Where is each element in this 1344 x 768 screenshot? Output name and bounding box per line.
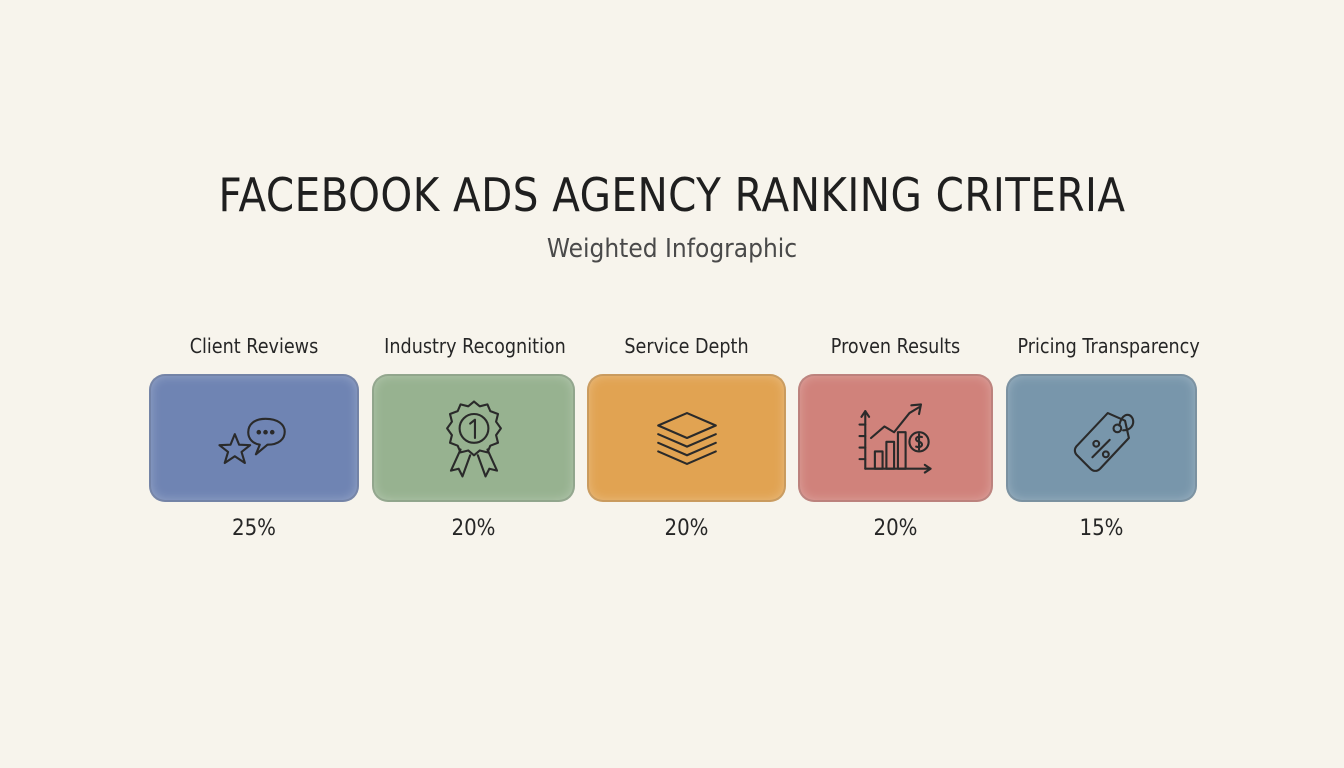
criterion-weight: 20% — [451, 516, 496, 541]
criterion-tile — [798, 374, 993, 502]
criterion-label: Client Reviews — [189, 334, 319, 358]
criterion-tile — [149, 374, 359, 502]
criterion-weight: 20% — [664, 516, 709, 541]
criterion-tile — [1006, 374, 1197, 502]
criterion-weight: 25% — [231, 516, 277, 541]
infographic-title: FACEBOOK ADS AGENCY RANKING CRITERIA — [218, 168, 1126, 222]
infographic-subtitle: Weighted Infographic — [546, 234, 798, 264]
criterion-label: Industry Recognition — [384, 334, 566, 358]
stacked-layers-icon — [656, 411, 717, 465]
criterion-weight: 20% — [873, 516, 918, 541]
star-speech-bubble-icon — [218, 417, 286, 465]
price-tag-percent-icon — [1073, 411, 1134, 472]
growth-chart-dollar-icon — [857, 403, 932, 474]
award-ribbon-icon — [445, 400, 502, 478]
criterion-weight: 15% — [1079, 516, 1124, 541]
criterion-label: Pricing Transparency — [1017, 334, 1200, 358]
criterion-label: Service Depth — [624, 334, 749, 358]
criterion-label: Proven Results — [830, 334, 961, 358]
criterion-tile — [587, 374, 786, 502]
criterion-tile — [372, 374, 575, 502]
